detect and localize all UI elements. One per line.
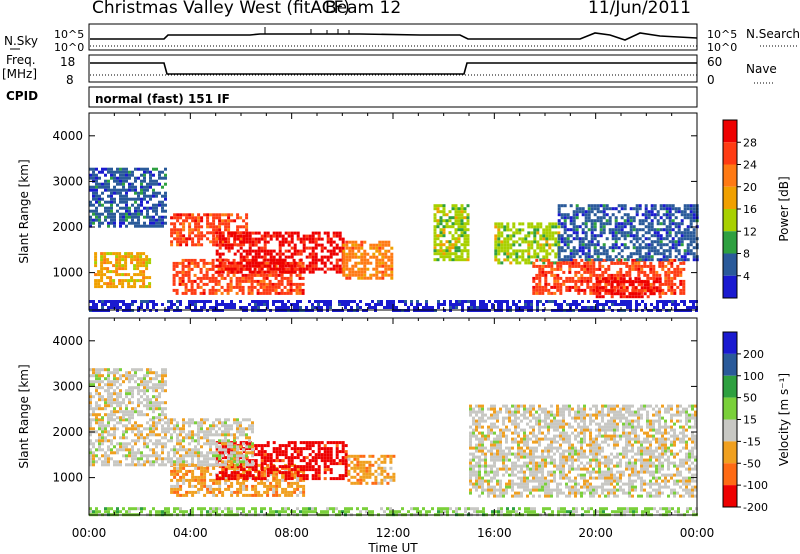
- power-colorbar-segment: [723, 186, 737, 209]
- power-colorbar-label: 4: [743, 270, 750, 283]
- nsky-tick-bottom: 10^0: [54, 41, 84, 54]
- power-ylabel: Slant Range [km]: [17, 159, 31, 263]
- date-label: 11/Jun/2011: [588, 0, 691, 18]
- velocity-colorbar-title: Velocity [m s⁻¹]: [777, 373, 791, 466]
- power-ytick-label: 1000: [52, 266, 83, 280]
- velocity-colorbar-label: -50: [743, 457, 761, 470]
- velocity-panel: 4000 3000 2000 1000 Slant Range [km] 00:00 04:…: [17, 317, 791, 554]
- velocity-region-5: [469, 404, 697, 498]
- nsky-tick-top: 10^5: [54, 28, 84, 41]
- power-colorbar-segment: [723, 164, 737, 187]
- nsearch-tick-top: 10^5: [707, 28, 737, 41]
- velocity-xtick-label: 00:00: [680, 526, 715, 540]
- nsky-panel: [88, 23, 698, 51]
- velocity-colorbar-segment: [723, 463, 737, 486]
- freq-label: Freq.: [6, 53, 36, 67]
- velocity-colorbar-label: 100: [743, 370, 764, 383]
- velocity-colorbar-segment: [723, 419, 737, 442]
- power-region-5: [89, 167, 167, 228]
- power-colorbar-title: Power [dB]: [777, 176, 791, 241]
- power-colorbar-segment: [723, 253, 737, 276]
- power-colorbar-label: 16: [743, 203, 757, 216]
- velocity-ytick-label: 4000: [52, 334, 83, 348]
- velocity-ytick-label: 2000: [52, 425, 83, 439]
- velocity-xtick-label: 20:00: [578, 526, 613, 540]
- nave-tick-top: 60: [707, 55, 722, 69]
- velocity-region-2: [347, 454, 396, 485]
- power-region-0: [170, 213, 249, 247]
- station-title: Christmas Valley West (fitACF): [92, 0, 351, 18]
- velocity-region-3: [89, 418, 254, 467]
- beam-label: Beam 12: [325, 0, 402, 18]
- velocity-colorbar-segment: [723, 441, 737, 464]
- power-colorbar-segment: [723, 275, 737, 298]
- velocity-colorbar-segment: [723, 332, 737, 354]
- velocity-colorbar-segment: [723, 397, 737, 420]
- power-ytick-label: 2000: [52, 220, 83, 234]
- power-region-2: [215, 231, 345, 274]
- velocity-xtick-label: 00:00: [72, 526, 107, 540]
- power-ytick-label: 4000: [52, 129, 83, 143]
- nsky-line: [90, 32, 698, 41]
- velocity-region-0: [170, 463, 306, 497]
- velocity-colorbar-label: -200: [743, 501, 768, 514]
- velocity-xtick-label: 12:00: [376, 526, 411, 540]
- freq-panel: [88, 54, 698, 83]
- nsearch-tick-bottom: 10^0: [707, 41, 737, 54]
- power-panel: 4000 3000 2000 1000 Slant Range [km] 28 24 20 16…: [17, 112, 791, 312]
- freq-tick-bottom: 8: [66, 73, 74, 87]
- velocity-colorbar-segment: [723, 375, 737, 398]
- power-colorbar-segment: [723, 120, 737, 143]
- power-region-9: [595, 277, 662, 299]
- velocity-colorbar-segment: [723, 353, 737, 376]
- freq-unit: [MHz]: [2, 67, 37, 81]
- velocity-colorbar-label: -15: [743, 435, 761, 448]
- freq-tick-top: 18: [60, 55, 75, 69]
- velocity-ylabel: Slant Range [km]: [17, 364, 31, 468]
- velocity-region-4: [89, 368, 167, 420]
- velocity-xtick-label: 16:00: [477, 526, 512, 540]
- velocity-xtick-label: 08:00: [274, 526, 309, 540]
- nave-label: Nave: [746, 62, 777, 76]
- velocity-colorbar-label: -100: [743, 479, 768, 492]
- power-region-10: [557, 204, 699, 262]
- velocity-colorbar-label: 15: [743, 414, 757, 427]
- velocity-xlabel: Time UT: [367, 541, 418, 554]
- power-colorbar-label: 28: [743, 136, 757, 149]
- nsky-label: N.Sky: [4, 34, 38, 48]
- velocity-ytick-label: 3000: [52, 379, 83, 393]
- cpid-panel: [88, 86, 698, 108]
- power-ytick-label: 3000: [52, 174, 83, 188]
- nave-tick-bottom: 0: [707, 73, 715, 87]
- velocity-xtick-label: 04:00: [173, 526, 208, 540]
- freq-line: [90, 62, 697, 75]
- power-colorbar-label: 24: [743, 159, 757, 172]
- power-colorbar-segment: [723, 231, 737, 254]
- power-region-6: [433, 204, 470, 262]
- velocity-colorbar-label: 50: [743, 392, 757, 405]
- power-colorbar-label: 20: [743, 181, 757, 194]
- velocity-ytick-label: 1000: [52, 471, 83, 485]
- power-region-7: [494, 222, 561, 265]
- power-colorbar-segment: [723, 209, 737, 232]
- power-colorbar-label: 12: [743, 225, 757, 238]
- cpid-value: normal (fast) 151 IF: [95, 92, 230, 106]
- power-region-3: [342, 240, 394, 280]
- nsearch-label: N.Search: [746, 27, 800, 41]
- power-colorbar-label: 8: [743, 248, 750, 261]
- power-region-4: [94, 252, 152, 289]
- power-colorbar-segment: [723, 142, 737, 165]
- velocity-colorbar-label: 200: [743, 348, 764, 361]
- velocity-colorbar-segment: [723, 485, 737, 507]
- cpid-label: CPID: [6, 89, 38, 103]
